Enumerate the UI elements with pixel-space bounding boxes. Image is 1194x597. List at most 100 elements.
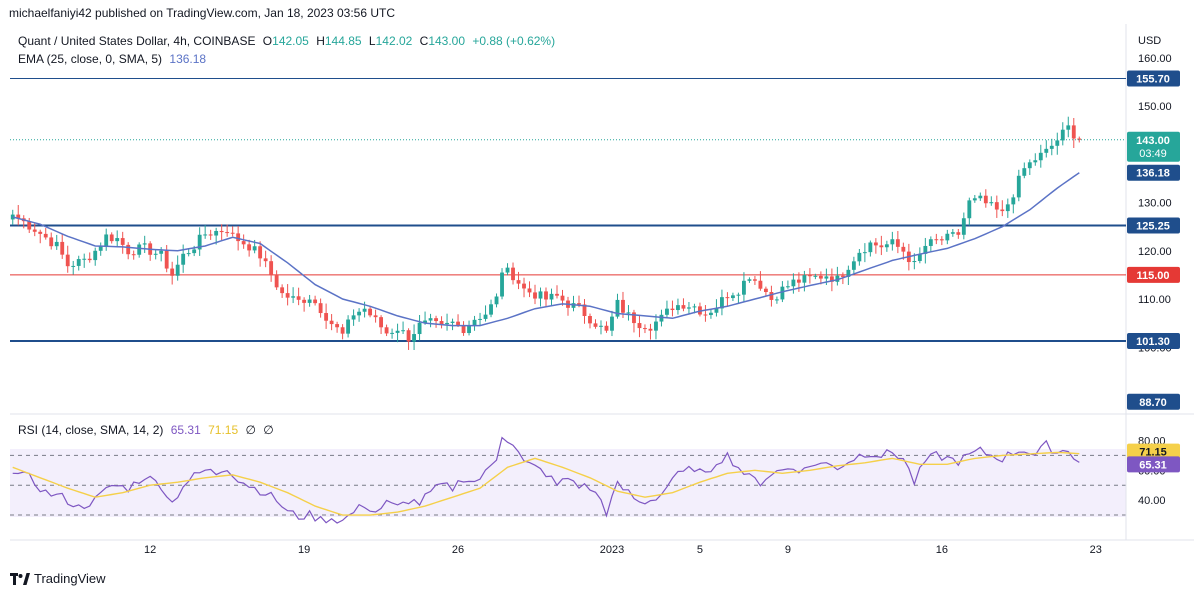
rsi-line [12,436,1080,524]
tradingview-footer: TradingView [10,571,106,586]
publisher-line: michaelfaniyi42 published on TradingView… [9,6,396,20]
candle-body [247,244,252,251]
candle-body [478,318,482,320]
candle-body [1000,209,1005,212]
candle-body [291,296,296,298]
time-tick-label: 2023 [600,544,624,556]
candle-body [219,230,224,233]
candle-body [752,279,757,281]
candle-body [785,286,790,288]
candle-body [549,293,554,300]
candle-body [340,327,345,334]
tradingview-brand: TradingView [34,571,106,586]
candle-body [434,318,438,322]
candle-body [1038,152,1043,161]
price-badge-bg [1127,393,1180,410]
candle-body [1077,138,1082,140]
level-badge-text: 155.70 [1136,74,1170,86]
candle-body [747,279,752,281]
ema-value: 136.18 [169,52,207,66]
price-badge-bg [1127,131,1180,162]
candle-body [401,330,405,332]
candle-body [49,237,54,247]
candle-body [1005,204,1010,212]
price-badge-text: 88.70 [1139,397,1167,409]
candle-body [373,315,378,318]
candle-body [522,283,526,289]
candle-body [472,319,477,326]
ema-line [12,172,1080,327]
candle-body [862,252,867,254]
candle-body [972,198,977,201]
candle-body [384,327,389,334]
candle-body [670,308,675,311]
candle-body [736,294,741,296]
candle-body [637,323,642,329]
candle-body [659,314,664,322]
candle-body [961,218,966,235]
candle-body [928,239,933,246]
rsi-ma-line [12,451,1080,516]
candle-body [846,269,851,277]
candle-body [511,267,515,281]
candle-body [461,324,466,334]
price-badge-text: 143.00 [1136,135,1170,147]
candle-body [170,268,175,276]
candle-body [159,250,164,254]
candle-body [285,293,290,298]
candle-body [994,202,999,210]
candle-body [934,239,939,241]
candle-body [43,233,48,238]
candle-body [1055,140,1060,146]
candle-body [676,305,680,311]
candle-body [258,246,263,259]
candle-body [76,259,81,266]
candle-body [1071,125,1076,139]
candle-body [93,250,98,261]
candle-body [851,261,856,270]
ema-label: EMA (25, close, 0, SMA, 5) [18,52,163,66]
ohlc-low: L142.02 [368,34,413,48]
price-tick-label: 160.00 [1138,53,1172,65]
level-badge-bg [1127,266,1180,283]
candle-body [153,253,158,255]
tradingview-logo-icon [10,572,30,585]
candle-body [720,297,724,309]
candle-body [65,254,70,267]
rsi-band [10,449,1126,517]
symbol-legend: Quant / United States Dollar, 4h, COINBA… [18,34,559,48]
candle-body [599,325,603,327]
candle-body [939,239,944,241]
rsi-extra-1: ∅ [245,423,256,437]
candle-body [950,232,955,234]
price-tick-label: 110.00 [1138,294,1171,306]
candle-body [137,244,142,255]
candle-body [610,316,614,331]
candle-body [917,253,922,262]
candle-body [665,308,669,315]
candle-body [527,288,532,293]
candle-body [884,244,889,248]
candle-body [456,321,460,325]
candle-body [406,330,411,342]
candle-body [818,275,823,279]
rsi-ma-value: 71.15 [208,423,239,437]
price-badge-text: 136.18 [1136,168,1170,180]
candle-body [796,279,801,283]
ohlc-high: H144.85 [316,34,362,48]
candle-body [582,304,587,317]
time-axis: 12 19 26 2023 5 9 16 23 [144,544,1102,556]
candle-body [945,233,950,241]
time-tick-label: 16 [936,544,948,556]
candle-body [1044,148,1049,153]
candle-body [873,242,878,246]
candle-body [687,307,691,309]
rsi-badge-text: 65.31 [1139,459,1167,471]
time-tick-label: 23 [1090,544,1102,556]
candle-body [604,325,609,331]
candle-body [417,322,422,335]
candle-body [560,295,565,301]
